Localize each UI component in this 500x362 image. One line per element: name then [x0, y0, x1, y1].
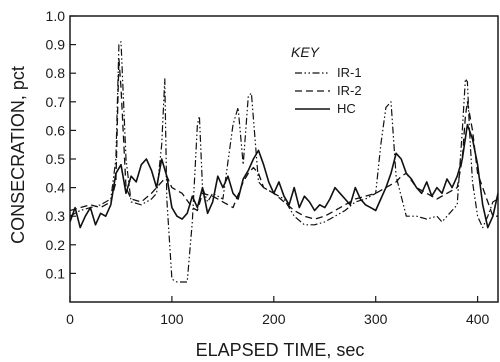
y-tick-label: 0.6	[46, 122, 66, 138]
x-tick-label: 100	[160, 311, 184, 327]
y-tick-label: 1.0	[46, 8, 66, 24]
legend: KEY IR-1 IR-2 HC	[291, 44, 362, 116]
series-line-ir-1	[70, 41, 498, 283]
y-tick-label: 0.3	[46, 208, 66, 224]
y-tick-label: 0.8	[46, 65, 66, 81]
legend-label-hc: HC	[337, 101, 356, 116]
legend-title: KEY	[291, 44, 321, 60]
y-axis-title: CONSECRATION, pct	[8, 66, 28, 244]
y-tick-label: 0.7	[46, 94, 66, 110]
series-layer	[70, 41, 498, 283]
y-tick-label: 0.2	[46, 237, 66, 253]
legend-label-ir-2: IR-2	[337, 83, 362, 98]
axes-layer: 0.1 0.2 0.3 0.4 0.5 0.6 0.7 0.8 0.9 1.0 0 100 200 300…	[46, 8, 499, 327]
x-tick-label: 300	[364, 311, 388, 327]
plot-frame	[69, 15, 499, 303]
series-line-hc	[70, 123, 498, 229]
y-tick-label: 0.9	[46, 37, 66, 53]
x-tick-label: 0	[66, 311, 74, 327]
x-tick-label: 200	[262, 311, 286, 327]
y-tick-label: 0.5	[46, 151, 66, 167]
legend-label-ir-1: IR-1	[337, 65, 362, 80]
y-tick-label: 0.4	[46, 180, 66, 196]
x-axis-title: ELAPSED TIME, sec	[196, 340, 365, 360]
x-tick-label: 400	[466, 311, 490, 327]
y-tick-label: 0.1	[46, 265, 66, 281]
